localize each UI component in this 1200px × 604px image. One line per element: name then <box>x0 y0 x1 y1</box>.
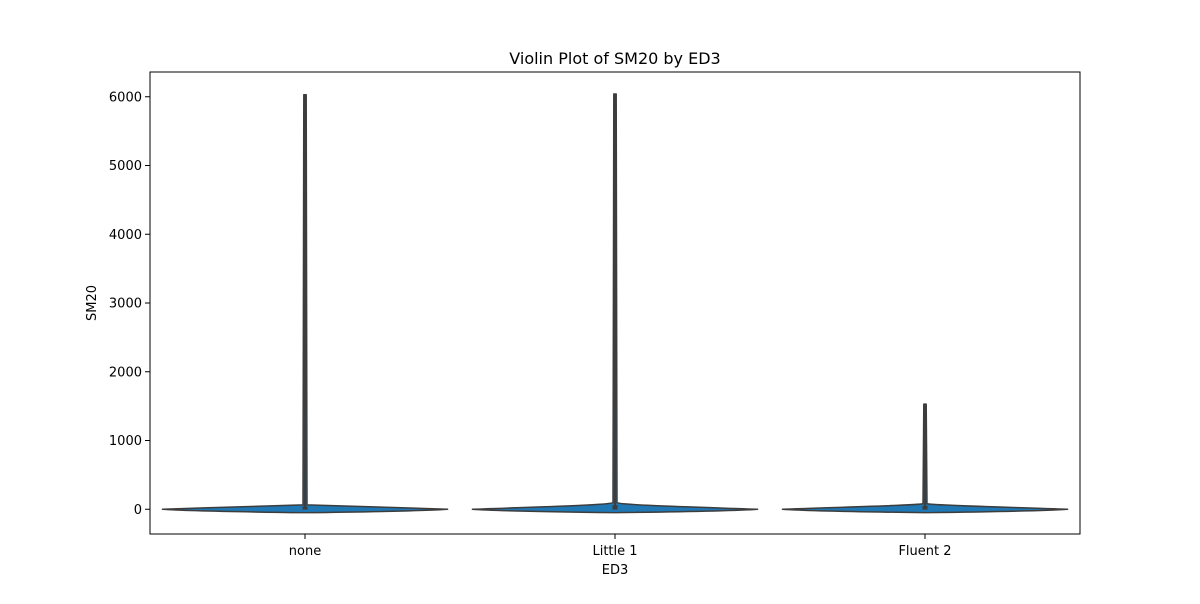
x-tick-label-none: none <box>289 544 321 559</box>
y-tick-label-4000: 4000 <box>109 228 142 243</box>
violin-box-little-1 <box>612 505 618 510</box>
violin-box-fluent-2 <box>922 505 928 510</box>
x-tick-label-little-1: Little 1 <box>592 544 637 559</box>
violin-box-none <box>302 506 308 510</box>
y-axis-label: SM20 <box>85 285 100 321</box>
y-tick-label-1000: 1000 <box>109 434 142 449</box>
y-tick-label-3000: 3000 <box>109 297 142 312</box>
violins-group <box>161 93 1069 514</box>
y-axis: 0 1000 2000 3000 4000 5000 6000 <box>109 90 150 518</box>
chart-title: Violin Plot of SM20 by ED3 <box>509 49 720 68</box>
x-axis-label: ED3 <box>602 563 629 578</box>
y-tick-label-2000: 2000 <box>109 365 142 380</box>
plot-frame <box>149 71 1081 535</box>
y-tick-label-6000: 6000 <box>109 90 142 105</box>
y-tick-label-5000: 5000 <box>109 159 142 174</box>
x-axis: none Little 1 Fluent 2 <box>289 534 952 559</box>
y-tick-label-0: 0 <box>134 503 142 518</box>
x-tick-label-fluent-2: Fluent 2 <box>898 544 951 559</box>
